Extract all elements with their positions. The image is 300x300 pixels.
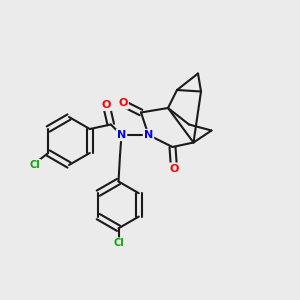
Text: N: N [144,130,153,140]
Text: O: O [118,98,128,109]
Text: N: N [117,130,126,140]
Text: O: O [169,164,179,174]
Text: Cl: Cl [29,160,40,170]
Text: O: O [102,100,111,110]
Text: Cl: Cl [113,238,124,248]
